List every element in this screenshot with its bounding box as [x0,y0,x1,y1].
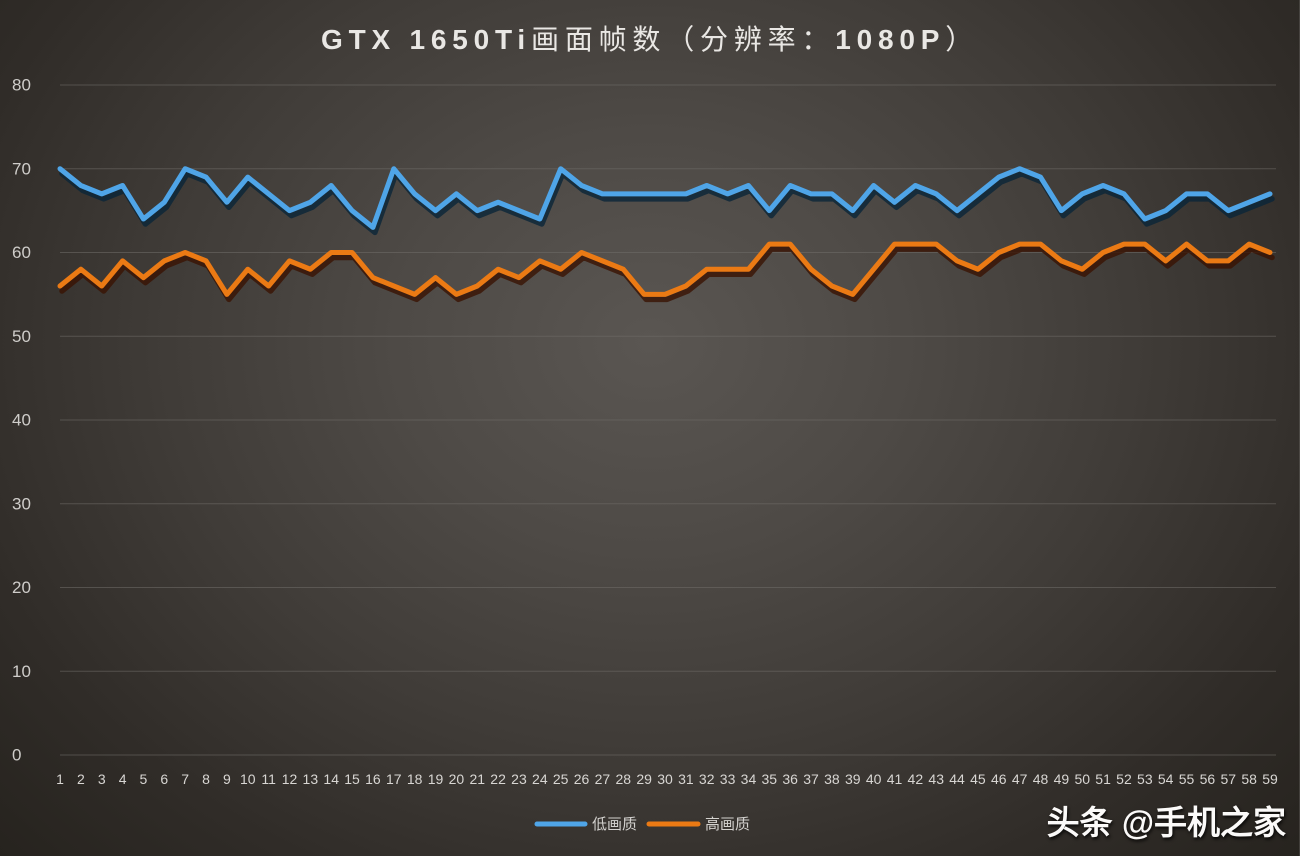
svg-text:40: 40 [12,411,31,430]
svg-text:27: 27 [595,771,611,787]
svg-text:50: 50 [12,327,31,346]
svg-text:42: 42 [908,771,924,787]
svg-text:9: 9 [223,771,231,787]
svg-text:12: 12 [282,771,298,787]
svg-text:29: 29 [636,771,652,787]
svg-text:54: 54 [1158,771,1174,787]
svg-text:5: 5 [140,771,148,787]
svg-text:6: 6 [160,771,168,787]
svg-text:32: 32 [699,771,715,787]
svg-text:24: 24 [532,771,548,787]
svg-text:38: 38 [824,771,840,787]
svg-text:53: 53 [1137,771,1153,787]
svg-text:25: 25 [553,771,569,787]
svg-text:20: 20 [449,771,465,787]
svg-text:10: 10 [12,662,31,681]
svg-text:58: 58 [1241,771,1257,787]
svg-text:70: 70 [12,159,31,178]
svg-text:16: 16 [365,771,381,787]
svg-text:51: 51 [1095,771,1111,787]
svg-text:46: 46 [991,771,1007,787]
svg-text:2: 2 [77,771,85,787]
svg-text:14: 14 [323,771,339,787]
svg-text:28: 28 [615,771,631,787]
svg-text:49: 49 [1054,771,1070,787]
svg-text:31: 31 [678,771,694,787]
svg-text:22: 22 [490,771,506,787]
svg-text:3: 3 [98,771,106,787]
svg-text:10: 10 [240,771,256,787]
svg-text:41: 41 [887,771,903,787]
svg-text:45: 45 [970,771,986,787]
svg-text:39: 39 [845,771,861,787]
svg-text:13: 13 [303,771,319,787]
svg-text:0: 0 [12,746,21,765]
svg-text:55: 55 [1179,771,1195,787]
svg-text:44: 44 [949,771,965,787]
svg-text:17: 17 [386,771,402,787]
svg-text:52: 52 [1116,771,1132,787]
svg-text:19: 19 [428,771,444,787]
svg-text:60: 60 [12,243,31,262]
svg-text:30: 30 [12,494,31,513]
svg-text:33: 33 [720,771,736,787]
svg-text:43: 43 [928,771,944,787]
svg-text:48: 48 [1033,771,1049,787]
svg-text:23: 23 [511,771,527,787]
svg-text:50: 50 [1074,771,1090,787]
svg-text:18: 18 [407,771,423,787]
svg-text:21: 21 [469,771,485,787]
svg-text:56: 56 [1200,771,1216,787]
svg-text:4: 4 [119,771,127,787]
svg-text:34: 34 [741,771,757,787]
svg-text:40: 40 [866,771,882,787]
svg-text:20: 20 [12,578,31,597]
svg-text:47: 47 [1012,771,1028,787]
svg-text:59: 59 [1262,771,1278,787]
svg-text:26: 26 [574,771,590,787]
svg-text:8: 8 [202,771,210,787]
svg-text:11: 11 [261,771,276,787]
svg-text:30: 30 [657,771,673,787]
svg-text:37: 37 [803,771,819,787]
svg-text:高画质: 高画质 [705,816,750,833]
svg-text:35: 35 [762,771,778,787]
svg-text:1: 1 [56,771,64,787]
svg-text:7: 7 [181,771,189,787]
svg-text:57: 57 [1220,771,1236,787]
svg-text:15: 15 [344,771,360,787]
svg-text:80: 80 [12,76,31,95]
svg-text:低画质: 低画质 [592,816,637,833]
svg-text:36: 36 [782,771,798,787]
